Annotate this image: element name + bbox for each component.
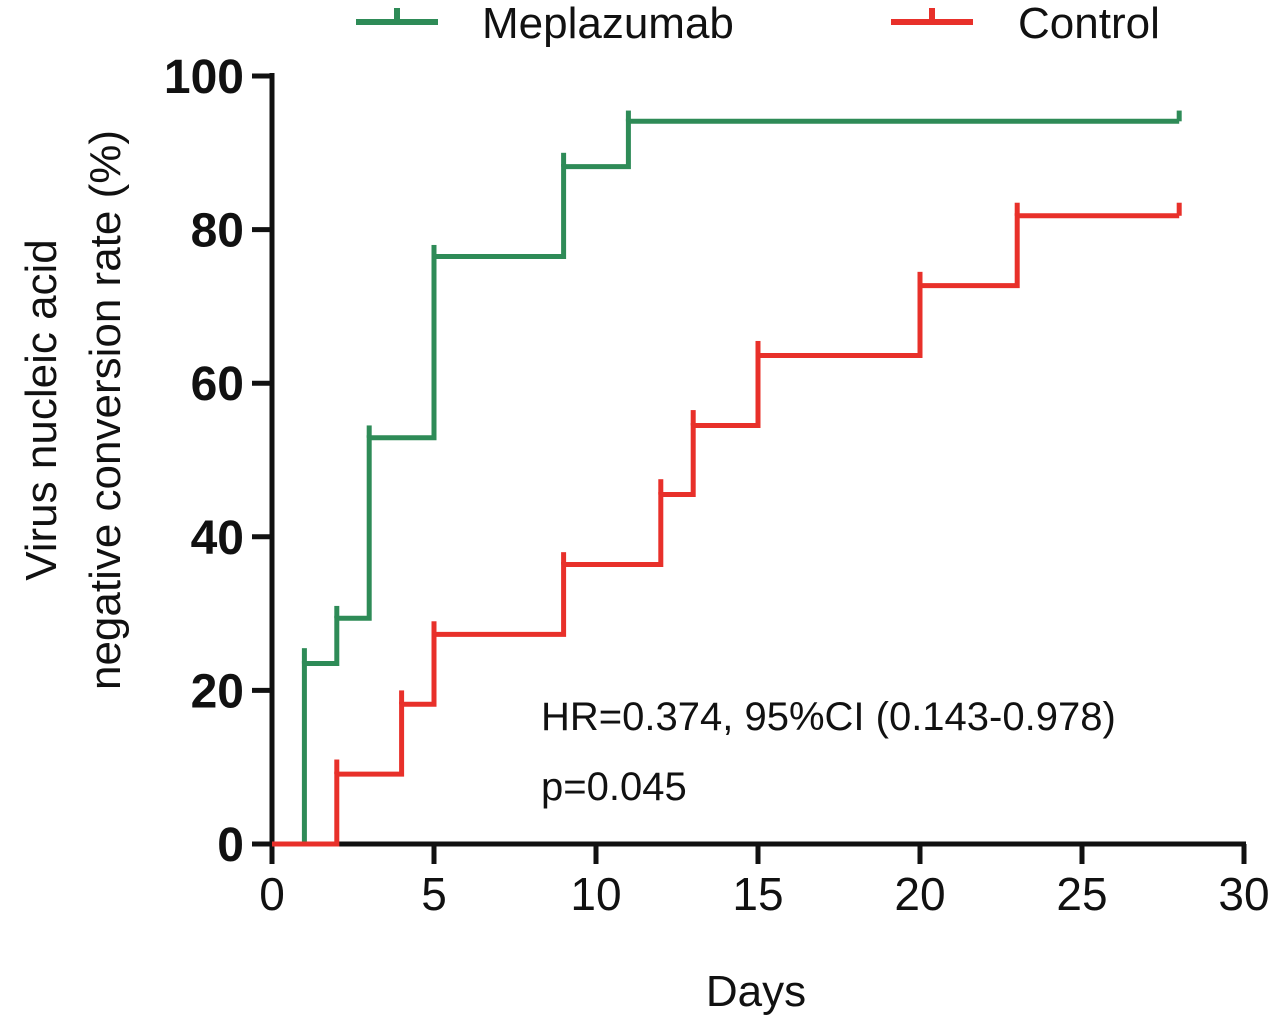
x-tick-label-25: 25 bbox=[1056, 868, 1107, 920]
y-tick-label-80: 80 bbox=[191, 205, 244, 258]
p-value-annotation: p=0.045 bbox=[541, 765, 687, 809]
hazard-ratio-annotation: HR=0.374, 95%CI (0.143-0.978) bbox=[541, 695, 1116, 739]
y-tick-label-0: 0 bbox=[217, 819, 244, 872]
y-axis-title-line-1: Virus nucleic acid bbox=[17, 239, 66, 581]
y-tick-label-20: 20 bbox=[191, 665, 244, 718]
legend-label-control: Control bbox=[1018, 0, 1160, 48]
x-tick-label-15: 15 bbox=[732, 868, 783, 920]
series-layer bbox=[271, 110, 1182, 847]
legend-item-control: Control bbox=[891, 0, 1160, 48]
x-tick-label-0: 0 bbox=[259, 868, 285, 920]
y-axis-title: Virus nucleic acid negative conversion r… bbox=[17, 130, 130, 690]
y-tick-label-100: 100 bbox=[164, 51, 244, 104]
x-tick-label-20: 20 bbox=[894, 868, 945, 920]
legend-item-meplazumab: Meplazumab bbox=[356, 0, 734, 48]
y-tick-label-60: 60 bbox=[191, 358, 244, 411]
x-ticks: 0 5 10 15 20 25 30 bbox=[259, 844, 1270, 920]
x-tick-label-10: 10 bbox=[570, 868, 621, 920]
x-axis-title: Days bbox=[706, 967, 806, 1016]
x-tick-label-5: 5 bbox=[421, 868, 447, 920]
y-tick-label-40: 40 bbox=[191, 512, 244, 565]
y-axis-title-line-2: negative conversion rate (%) bbox=[81, 130, 130, 690]
y-axis: 0 20 40 60 80 100 bbox=[164, 51, 275, 872]
x-axis: 0 5 10 15 20 25 30 bbox=[259, 841, 1270, 920]
legend: Meplazumab Control bbox=[356, 0, 1160, 48]
series-control bbox=[271, 202, 1182, 847]
legend-label-meplazumab: Meplazumab bbox=[482, 0, 734, 48]
y-ticks: 0 20 40 60 80 100 bbox=[164, 51, 272, 872]
series-meplazumab bbox=[271, 110, 1182, 847]
series-line-meplazumab bbox=[272, 118, 1180, 847]
series-line-control bbox=[272, 213, 1180, 847]
x-tick-label-30: 30 bbox=[1218, 868, 1269, 920]
